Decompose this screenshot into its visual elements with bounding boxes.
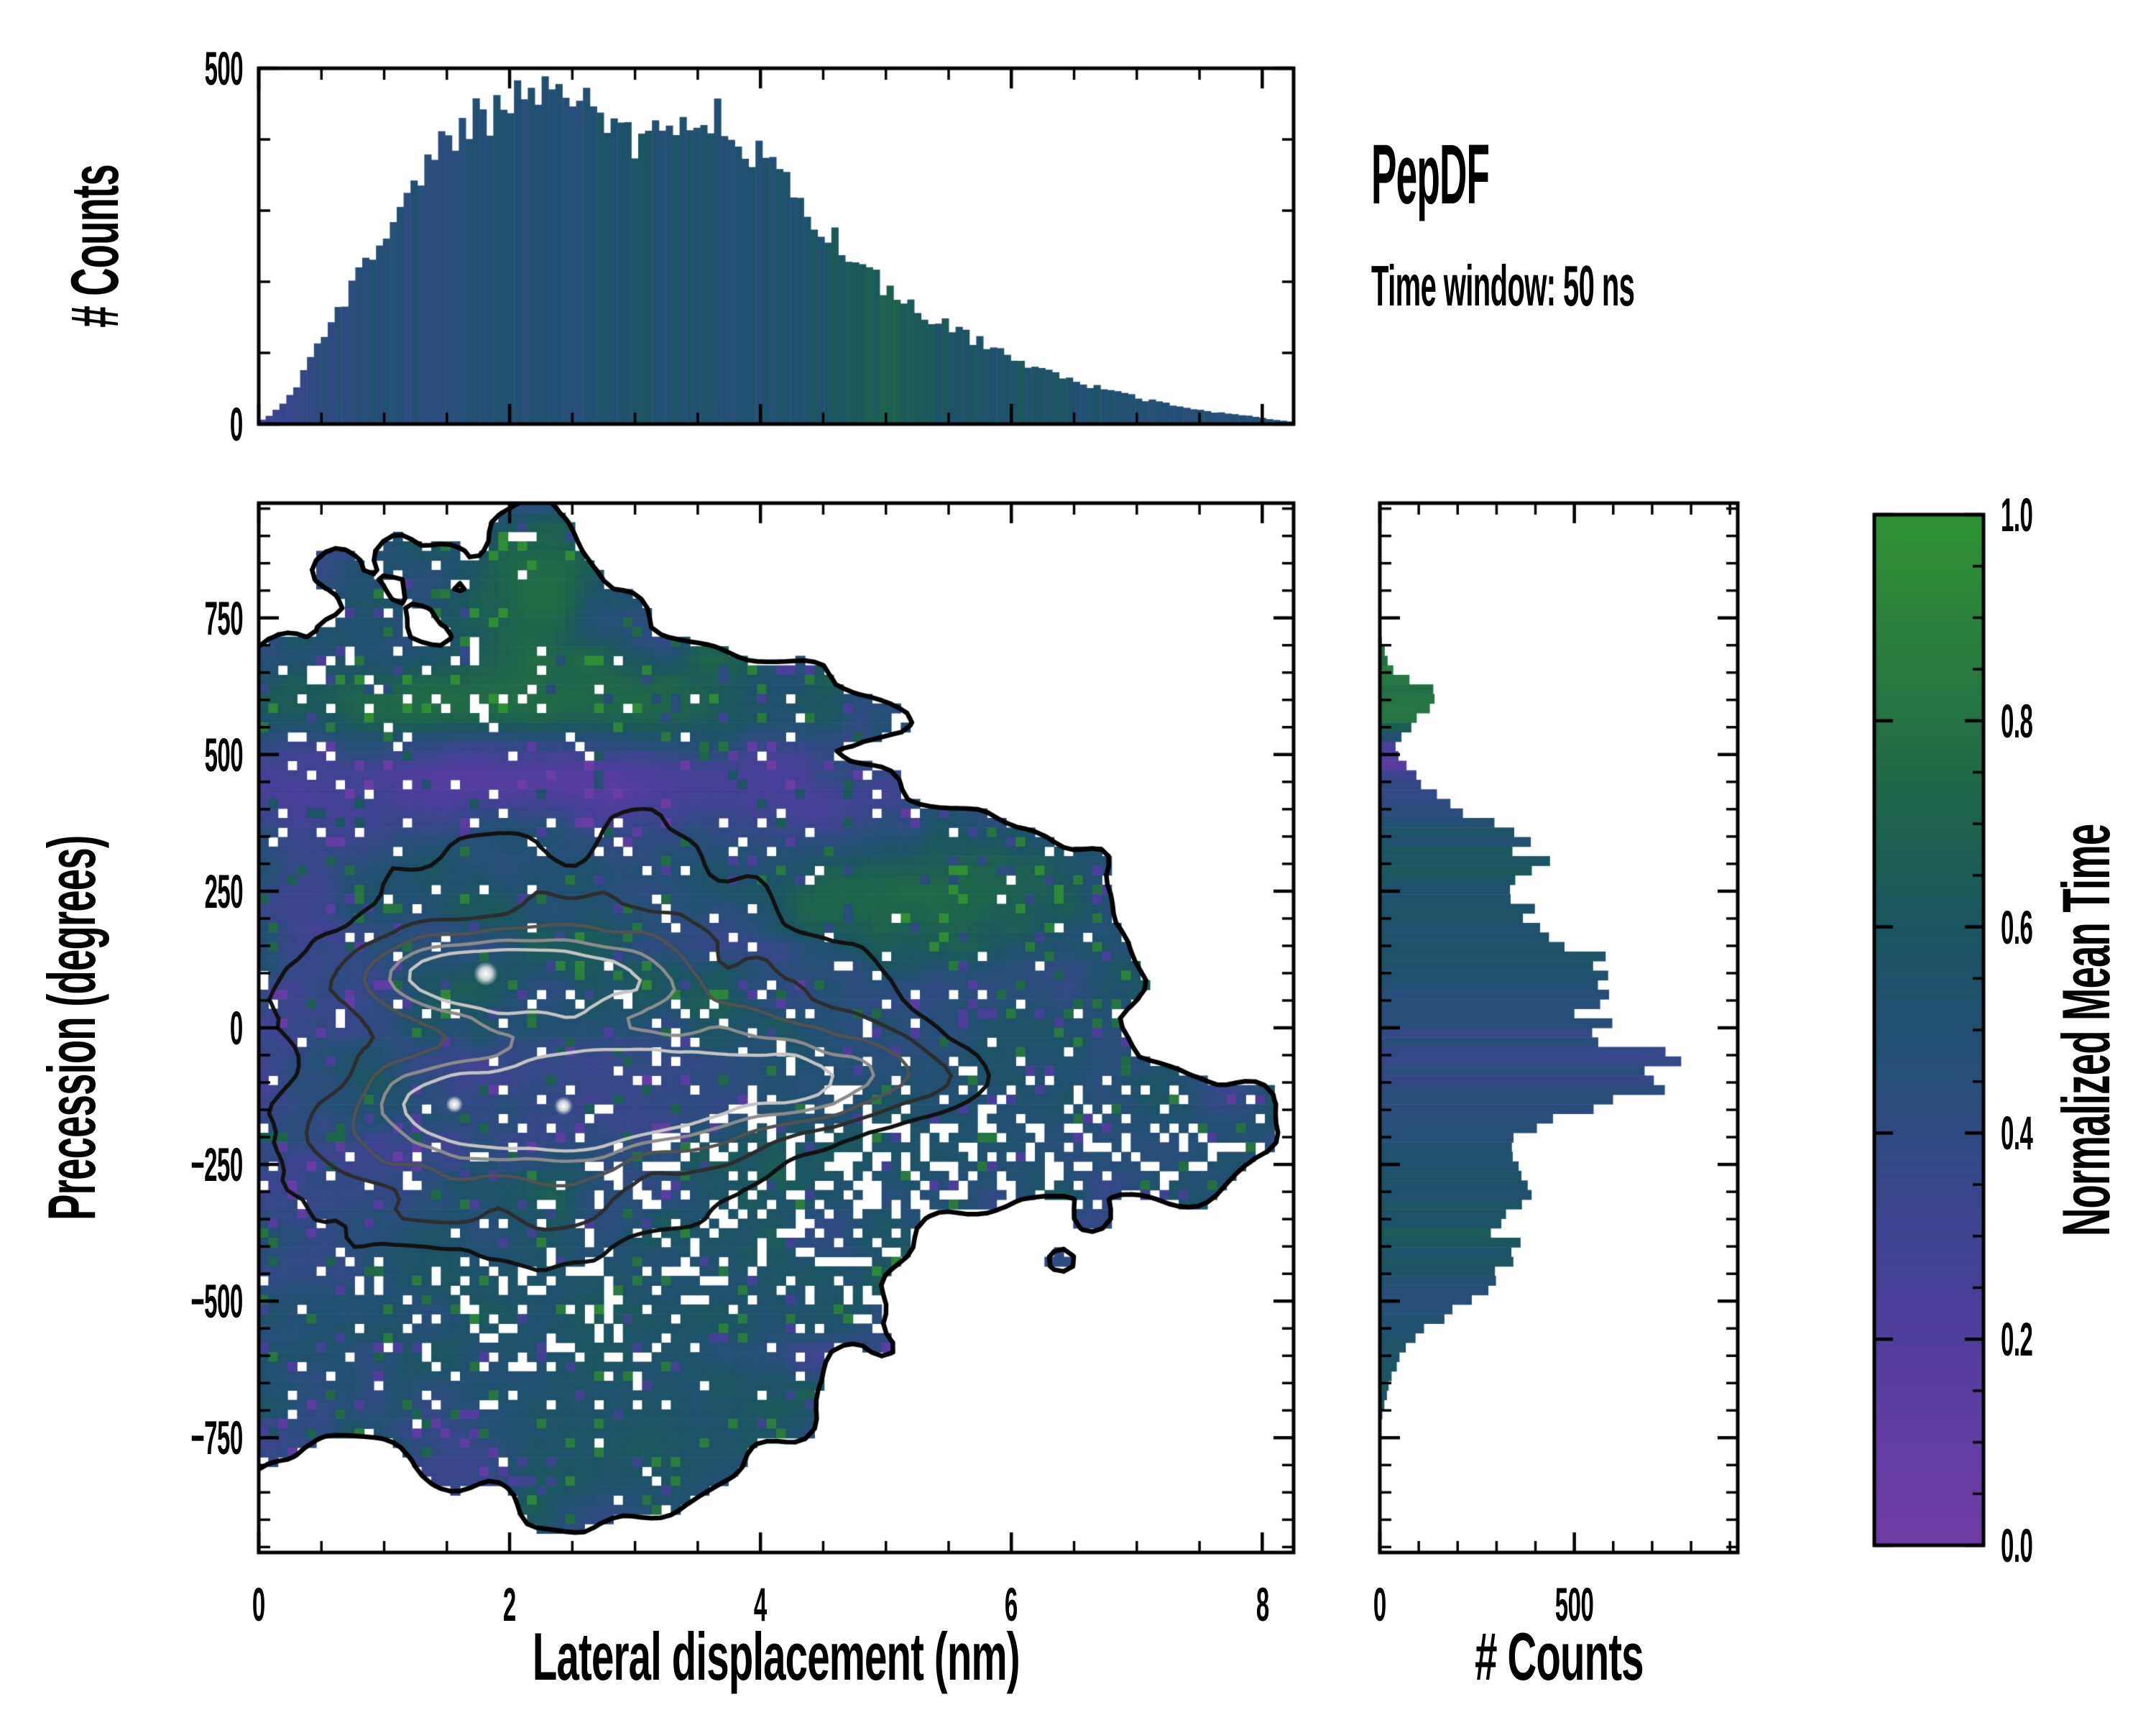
figure-canvas: [0, 0, 2156, 1725]
figure: PepDF Time window: 50 ns # Counts Preces…: [0, 0, 2156, 1725]
